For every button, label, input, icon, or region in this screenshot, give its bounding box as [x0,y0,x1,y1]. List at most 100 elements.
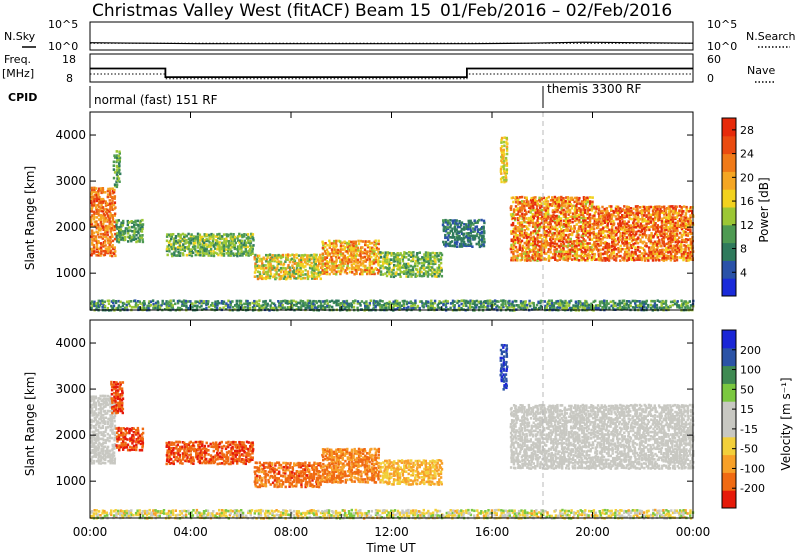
power-cell [118,241,120,244]
power-cell [478,219,480,222]
power-cell [532,213,534,216]
power-cell [684,306,686,309]
power-cell [462,304,464,307]
power-cell [372,271,374,274]
power-cell [116,183,118,186]
power-cell [538,245,540,248]
power-cell [575,301,577,304]
power-cell [683,205,685,208]
power-cell [352,241,354,244]
power-cell [96,216,98,219]
power-cell [342,252,344,255]
power-cell [289,261,291,264]
power-cell [589,200,591,203]
power-cell [533,304,535,307]
power-cell [322,253,324,256]
power-cell [351,271,353,274]
power-cell [216,307,218,310]
power-cell [100,246,102,249]
power-cell [482,243,484,246]
power-cell [213,255,215,258]
power-cell [540,234,542,237]
power-cell [502,304,504,307]
power-cell [573,243,575,246]
power-cell [286,300,288,303]
power-cell [663,259,665,262]
power-cell [572,212,574,215]
power-cell [483,226,485,229]
power-cell [458,300,460,303]
power-cell [519,201,521,204]
power-cell [566,302,568,305]
power-cell [617,223,619,226]
power-cell [194,245,196,248]
power-cell [275,277,277,280]
power-cell [502,176,504,179]
power-cell [91,210,93,213]
power-cell [617,247,619,250]
velocity-cell [91,449,93,452]
power-cell [503,168,505,171]
power-cell [615,215,617,218]
power-cell [594,300,596,303]
power-cell [414,300,416,303]
power-cell [107,234,109,237]
power-colorbar-swatch [722,243,736,261]
power-cell [666,233,668,236]
power-cell [456,228,458,231]
power-cell [425,256,427,259]
power-cell [566,241,568,244]
power-cell [284,260,286,263]
power-cell [297,262,299,265]
power-cell [560,199,562,202]
power-cell [241,234,243,237]
power-cell [569,212,571,215]
power-cell [628,249,630,252]
power-cell [525,217,527,220]
power-cell [669,233,671,236]
power-cell [113,189,115,192]
power-cell [630,244,632,247]
power-cell [104,239,106,242]
power-cell [503,141,505,144]
power-cell [562,250,564,253]
power-cell [621,248,623,251]
power-cell [116,159,118,162]
power-cell [430,302,432,305]
power-cell [454,238,456,241]
power-cell [97,190,99,193]
power-cell [628,220,630,223]
power-cell [674,216,676,219]
power-cell [504,300,506,303]
power-cell [267,303,269,306]
power-cell [157,300,159,303]
power-cell [114,195,116,198]
power-cell [304,261,306,264]
power-cell [648,229,650,232]
power-cell [434,300,436,303]
power-cell [329,300,331,303]
power-cell [630,224,632,227]
power-cell [648,210,650,213]
power-cell [182,252,184,255]
power-cell [629,302,631,305]
power-cell [124,239,126,242]
power-cell [102,236,104,239]
power-cell [321,241,323,244]
power-cell [380,270,382,273]
power-cell [623,205,625,208]
power-cell [454,304,456,307]
power-cell [175,240,177,243]
power-cell [315,272,317,275]
power-cell [337,267,339,270]
power-cell [367,306,369,309]
power-cell [368,267,370,270]
power-cell [539,236,541,239]
power-cell [102,198,104,201]
power-cell [127,240,129,243]
power-cell [584,197,586,200]
power-cell [637,224,639,227]
power-cell [503,160,505,163]
power-cell [114,246,116,249]
power-cell [578,221,580,224]
